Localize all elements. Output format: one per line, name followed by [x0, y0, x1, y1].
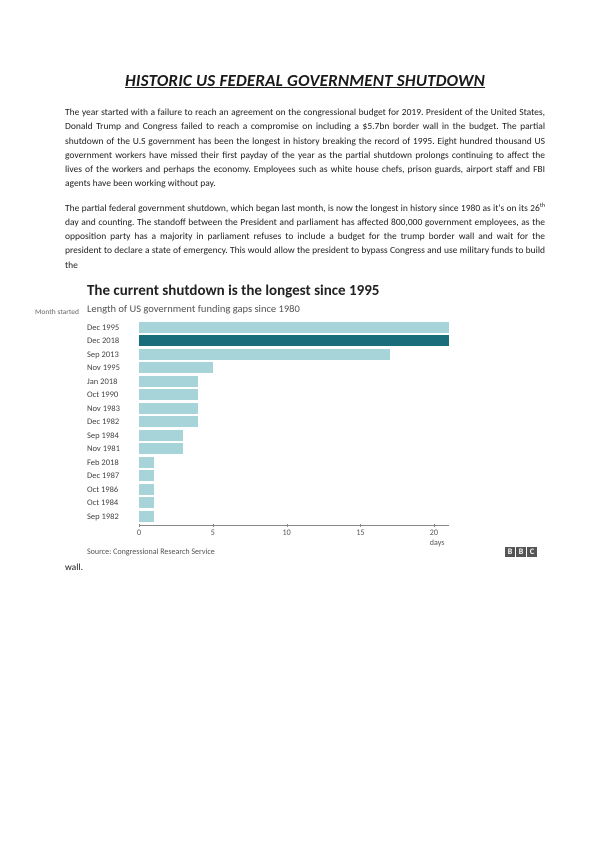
- bar: [139, 389, 198, 400]
- bar-row: Sep 1982: [139, 510, 545, 524]
- bar-row: Dec 2018: [139, 334, 545, 348]
- bar-plot-cell: [139, 510, 449, 524]
- para2-part-a: The partial federal government shutdown,…: [65, 202, 540, 214]
- bar-plot-cell: [139, 348, 449, 362]
- bar-row: Nov 1983: [139, 402, 545, 416]
- tick-label: 15: [356, 528, 364, 538]
- chart-bars: Dec 1995Dec 2018Sep 2013Nov 1995Jan 2018…: [139, 321, 545, 524]
- bar: [139, 349, 390, 360]
- bar: [139, 457, 154, 468]
- bar-plot-cell: [139, 415, 449, 429]
- bar-label: Nov 1995: [87, 363, 137, 373]
- paragraph-1: The year started with a failure to reach…: [65, 105, 545, 191]
- bar: [139, 376, 198, 387]
- chart-source: Source: Congressional Research Service: [87, 547, 215, 557]
- bar-label: Nov 1981: [87, 444, 137, 454]
- bbc-letter: B: [516, 547, 526, 557]
- chart-title: The current shutdown is the longest sinc…: [87, 282, 545, 300]
- bar: [139, 497, 154, 508]
- bbc-letter: C: [527, 547, 537, 557]
- chart-subtitle: Length of US government funding gaps sin…: [87, 302, 545, 315]
- bar-plot-cell: [139, 402, 449, 416]
- bar-label: Dec 1987: [87, 471, 137, 481]
- bar: [139, 511, 154, 522]
- page-title: HISTORIC US FEDERAL GOVERNMENT SHUTDOWN: [65, 70, 545, 91]
- bar-label: Oct 1986: [87, 485, 137, 495]
- bar: [139, 403, 198, 414]
- bar-label: Dec 1982: [87, 417, 137, 427]
- bbc-logo: BBC: [505, 547, 537, 557]
- tick-mark: [287, 524, 288, 527]
- bar-row: Oct 1984: [139, 496, 545, 510]
- bar: [139, 362, 213, 373]
- bar-row: Dec 1995: [139, 321, 545, 335]
- bar-label: Dec 1995: [87, 323, 137, 333]
- bar-plot-cell: [139, 496, 449, 510]
- bar: [139, 335, 449, 346]
- bar: [139, 322, 449, 333]
- chart-x-axis: 05101520 days: [139, 525, 449, 541]
- bar-row: Dec 1982: [139, 415, 545, 429]
- bar: [139, 484, 154, 495]
- bar-row: Oct 1990: [139, 388, 545, 402]
- bar-label: Nov 1983: [87, 404, 137, 414]
- bar-plot-cell: [139, 375, 449, 389]
- tick-label: 0: [137, 528, 141, 538]
- bar-row: Oct 1986: [139, 483, 545, 497]
- bar-label: Oct 1990: [87, 390, 137, 400]
- chart-plot-area: Month started Dec 1995Dec 2018Sep 2013No…: [87, 321, 545, 542]
- bar-plot-cell: [139, 321, 449, 335]
- bar-row: Sep 2013: [139, 348, 545, 362]
- bar: [139, 470, 154, 481]
- para2-part-b: day and counting. The standoff between t…: [65, 216, 545, 271]
- bar-plot-cell: [139, 388, 449, 402]
- tick-mark: [360, 524, 361, 527]
- bar-plot-cell: [139, 442, 449, 456]
- bar-plot-cell: [139, 456, 449, 470]
- bar-plot-cell: [139, 483, 449, 497]
- paragraph-2: The partial federal government shutdown,…: [65, 201, 545, 272]
- bar-row: Dec 1987: [139, 469, 545, 483]
- bar-plot-cell: [139, 334, 449, 348]
- bar: [139, 443, 183, 454]
- tick-mark: [434, 524, 435, 527]
- tick-label: 20 days: [430, 528, 445, 548]
- bar-row: Sep 1984: [139, 429, 545, 443]
- bar: [139, 416, 198, 427]
- bar-row: Nov 1995: [139, 361, 545, 375]
- bar-row: Feb 2018: [139, 456, 545, 470]
- bar-row: Jan 2018: [139, 375, 545, 389]
- month-started-label: Month started: [35, 308, 79, 317]
- tick-mark: [139, 524, 140, 527]
- bar-label: Feb 2018: [87, 458, 137, 468]
- bbc-letter: B: [505, 547, 515, 557]
- tick-label: 10: [283, 528, 291, 538]
- bar-label: Dec 2018: [87, 336, 137, 346]
- bar: [139, 430, 183, 441]
- tick-label: 5: [211, 528, 215, 538]
- bar-row: Nov 1981: [139, 442, 545, 456]
- para2-superscript: th: [540, 201, 545, 209]
- trailing-word: wall.: [65, 561, 545, 573]
- bar-plot-cell: [139, 469, 449, 483]
- bar-plot-cell: [139, 429, 449, 443]
- tick-mark: [213, 524, 214, 527]
- bar-label: Oct 1984: [87, 498, 137, 508]
- bar-label: Sep 1982: [87, 512, 137, 522]
- document-page: HISTORIC US FEDERAL GOVERNMENT SHUTDOWN …: [0, 0, 600, 613]
- chart-footer: Source: Congressional Research Service B…: [87, 547, 545, 557]
- bar-label: Sep 1984: [87, 431, 137, 441]
- bar-label: Sep 2013: [87, 350, 137, 360]
- bar-plot-cell: [139, 361, 449, 375]
- shutdown-chart: The current shutdown is the longest sinc…: [87, 282, 545, 558]
- bar-label: Jan 2018: [87, 377, 137, 387]
